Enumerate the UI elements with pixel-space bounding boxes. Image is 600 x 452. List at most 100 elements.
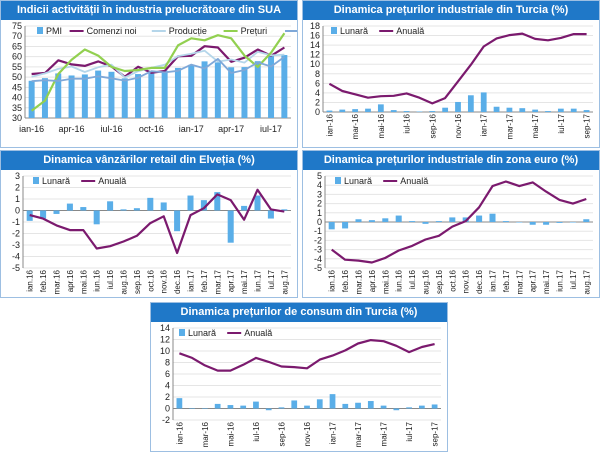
bar [328,222,335,230]
y-tick-label: -2 [12,229,20,239]
bar [403,111,410,112]
y-tick-label: 0 [15,206,20,216]
legend-label: Anuală [244,328,272,338]
bar [304,405,310,409]
y-tick-label: -5 [314,263,322,273]
y-tick-label: 40 [12,93,22,103]
x-tick-label: ian-16 [19,124,44,134]
bar [316,399,323,409]
bar [395,215,402,222]
x-tick-label: oct-16 [139,124,164,134]
series-line [179,339,435,372]
x-tick-label: nov.16 [160,269,169,293]
bar [201,61,208,118]
bar [476,215,483,222]
chart-swiss-retail: -5-4 -3-2 -10 12 3 ian.16 feb.16 mar.16 apr.16 ma… [12,171,291,294]
x-tick-label: sep-17 [583,113,592,138]
series-line [328,32,587,105]
bar [265,408,272,411]
bar [254,195,261,211]
bar [480,92,487,112]
y-tick-label: 5 [317,171,322,181]
bar [240,405,247,409]
legend-label: Lunară [188,328,216,338]
legend-label: Comenzi noi [87,26,137,36]
x-tick-label: mar-17 [505,113,514,139]
y-tick-label: 8 [315,69,320,79]
y-tick-label: 18 [310,21,320,31]
bar [449,217,456,222]
x-tick-label: sep.16 [435,269,444,294]
bar [409,221,416,222]
bar [406,407,412,409]
bar [467,95,474,112]
x-tick-label: mar.16 [53,269,62,294]
bar [254,61,261,118]
bar [227,210,234,243]
x-tick-label: feb.16 [39,269,48,292]
x-tick-label: mai-16 [226,421,235,446]
x-tick-label: iul-17 [405,421,414,441]
x-tick-label: mai.17 [542,269,551,294]
bar [121,78,128,118]
bar [355,402,361,409]
bar [352,109,359,112]
legend-swatch [33,177,39,184]
bar [556,222,563,223]
bar [429,111,436,112]
chart-title-turkey-cpi: Dinamica prețurilor de consum din Turcia… [151,303,447,322]
y-tick-label: 2 [15,183,20,193]
bar [365,108,371,112]
bar [188,64,195,118]
x-tick-label: mar-16 [351,113,360,139]
y-tick-label: -2 [314,235,322,245]
x-tick-label: apr.16 [368,269,377,292]
x-tick-label: ian.16 [328,269,337,291]
bar [160,202,167,211]
bar [431,404,438,409]
x-tick-label: sep-17 [431,421,440,446]
bar [583,110,590,112]
x-tick-label: mar.16 [355,269,364,294]
bar [108,71,115,118]
bar [107,201,114,211]
y-tick-label: 1 [317,208,322,218]
x-tick-label: apr.17 [227,269,236,292]
chart-panel-euro-ppi: Dinamica prețurilor industriale din zona… [302,150,600,298]
bar [418,405,425,409]
bar [442,107,449,112]
bar [161,70,168,118]
y-tick-label: 50 [12,72,22,82]
bar [569,222,576,223]
bar [40,210,47,219]
x-tick-label: mai.16 [79,269,88,294]
bar [455,101,461,112]
x-tick-label: oct.16 [448,269,457,291]
x-tick-label: nov-16 [303,421,312,446]
x-tick-label: iun.17 [254,269,263,291]
legend-label: Producție [169,26,207,36]
bar [28,80,35,118]
x-tick-label: apr-17 [218,124,244,134]
y-tick-label: 45 [12,82,22,92]
legend-swatch [331,27,337,34]
y-tick-label: -3 [314,245,322,255]
bar [120,209,127,211]
y-tick-label: -4 [12,252,20,262]
y-tick-label: 10 [310,59,320,69]
bar [133,208,140,211]
y-tick-label: 30 [12,113,22,123]
bar [281,55,288,118]
bar [326,110,333,112]
x-tick-label: aug.16 [422,269,431,294]
series-line [331,180,587,264]
bar [545,111,551,112]
bar [241,205,248,211]
x-tick-label: aug.16 [120,269,129,294]
bar [147,197,154,211]
bar [519,108,526,112]
chart-title-euro-ppi: Dinamica prețurilor industriale din zona… [303,151,599,170]
x-tick-label: mai.17 [240,269,249,294]
bar [227,405,234,409]
